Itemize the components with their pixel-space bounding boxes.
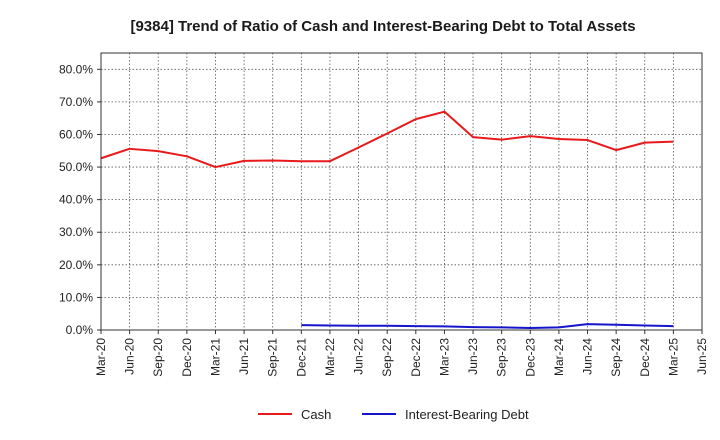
y-tick-label: 0.0% <box>66 323 94 337</box>
y-tick-label: 50.0% <box>59 160 93 174</box>
y-tick-label: 20.0% <box>59 258 93 272</box>
x-tick-label: Jun-23 <box>466 338 480 375</box>
y-tick-label: 80.0% <box>59 62 93 76</box>
legend: Cash Interest-Bearing Debt <box>258 407 529 422</box>
x-tick-label: Sep-21 <box>266 338 280 377</box>
chart-title: [9384] Trend of Ratio of Cash and Intere… <box>130 18 635 35</box>
x-tick-label: Jun-24 <box>581 338 595 375</box>
x-tick-label: Sep-24 <box>609 338 623 377</box>
y-tick-label: 60.0% <box>59 127 93 141</box>
legend-label-cash: Cash <box>301 407 331 422</box>
x-tick-label: Mar-21 <box>208 338 222 376</box>
x-tick-label: Dec-22 <box>409 338 423 377</box>
x-tick-label: Dec-21 <box>294 338 308 377</box>
x-tick-label: Jun-22 <box>352 338 366 375</box>
legend-label-debt: Interest-Bearing Debt <box>405 407 529 422</box>
x-tick-label: Mar-25 <box>666 338 680 376</box>
x-tick-label: Sep-20 <box>151 338 165 377</box>
y-tick-label: 10.0% <box>59 290 93 304</box>
series-line-cash <box>100 110 674 169</box>
x-tick-label: Dec-24 <box>638 338 652 377</box>
x-tick-label: Mar-24 <box>552 338 566 376</box>
x-tick-label: Sep-22 <box>380 338 394 377</box>
x-tick-label: Jun-21 <box>237 338 251 375</box>
x-tick-label: Dec-23 <box>523 338 537 377</box>
x-axis: Mar-20 Jun-20 Sep-20 Dec-20 Mar-21 Jun-21 Sep-… <box>94 330 709 377</box>
y-axis: 0.0% 10.0% 20.0% 30.0% 40.0% 50.0% 60.0% 70.0% 8… <box>59 62 101 337</box>
y-tick-label: 30.0% <box>59 225 93 239</box>
series-lines <box>100 110 674 330</box>
x-tick-label: Mar-20 <box>94 338 108 376</box>
x-tick-label: Mar-23 <box>437 338 451 376</box>
x-tick-label: Sep-23 <box>495 338 509 377</box>
plot-frame <box>100 52 703 331</box>
x-tick-label: Jun-20 <box>123 338 137 375</box>
y-tick-label: 70.0% <box>59 95 93 109</box>
y-tick-label: 40.0% <box>59 193 93 207</box>
x-tick-label: Dec-20 <box>180 338 194 377</box>
x-tick-label: Mar-22 <box>323 338 337 376</box>
x-tick-label: Jun-25 <box>695 338 709 375</box>
series-line-interest-bearing-debt <box>301 323 674 330</box>
grid <box>101 53 702 330</box>
